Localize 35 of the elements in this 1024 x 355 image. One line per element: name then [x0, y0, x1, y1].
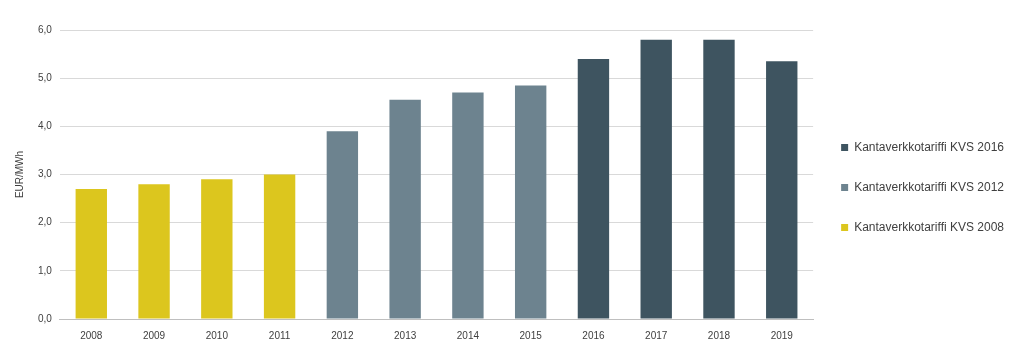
bar	[263, 174, 296, 319]
x-tick-label: 2015	[519, 329, 543, 341]
bar	[75, 188, 107, 319]
y-tick-label: 3,0	[38, 168, 53, 180]
x-tick-label: 2012	[331, 329, 354, 341]
bar	[577, 58, 610, 319]
x-tick-label: 2011	[268, 329, 291, 341]
bar	[389, 99, 421, 319]
legend-label: Kantaverkkotariffi KVS 2008	[854, 219, 1005, 234]
bar	[703, 39, 735, 319]
y-tick-label: 2,0	[38, 216, 53, 228]
bar	[452, 92, 484, 319]
x-tick-label: 2010	[205, 329, 229, 341]
x-tick-label: 2019	[770, 329, 794, 341]
bar	[138, 184, 170, 319]
legend-label: Kantaverkkotariffi KVS 2016	[854, 139, 1005, 154]
y-axis-title: EUR/MWh	[13, 150, 25, 199]
bar	[514, 85, 547, 319]
y-tick-label: 6,0	[38, 23, 53, 35]
x-tick-label: 2008	[80, 329, 103, 341]
y-tick-label: 0,0	[38, 312, 53, 324]
bar	[640, 39, 672, 319]
legend-label: Kantaverkkotariffi KVS 2012	[854, 179, 1005, 194]
y-tick-label: 5,0	[38, 71, 53, 83]
y-tick-label: 1,0	[38, 264, 53, 276]
x-tick-label: 2016	[582, 329, 605, 341]
x-tick-label: 2013	[394, 329, 417, 341]
x-tick-label: 2017	[645, 329, 668, 341]
bar	[201, 179, 233, 319]
x-tick-label: 2009	[142, 329, 166, 341]
bar	[766, 61, 798, 319]
bar	[326, 131, 359, 319]
x-tick-label: 2014	[456, 329, 480, 341]
x-tick-label: 2018	[707, 329, 731, 341]
y-tick-label: 4,0	[38, 120, 53, 132]
